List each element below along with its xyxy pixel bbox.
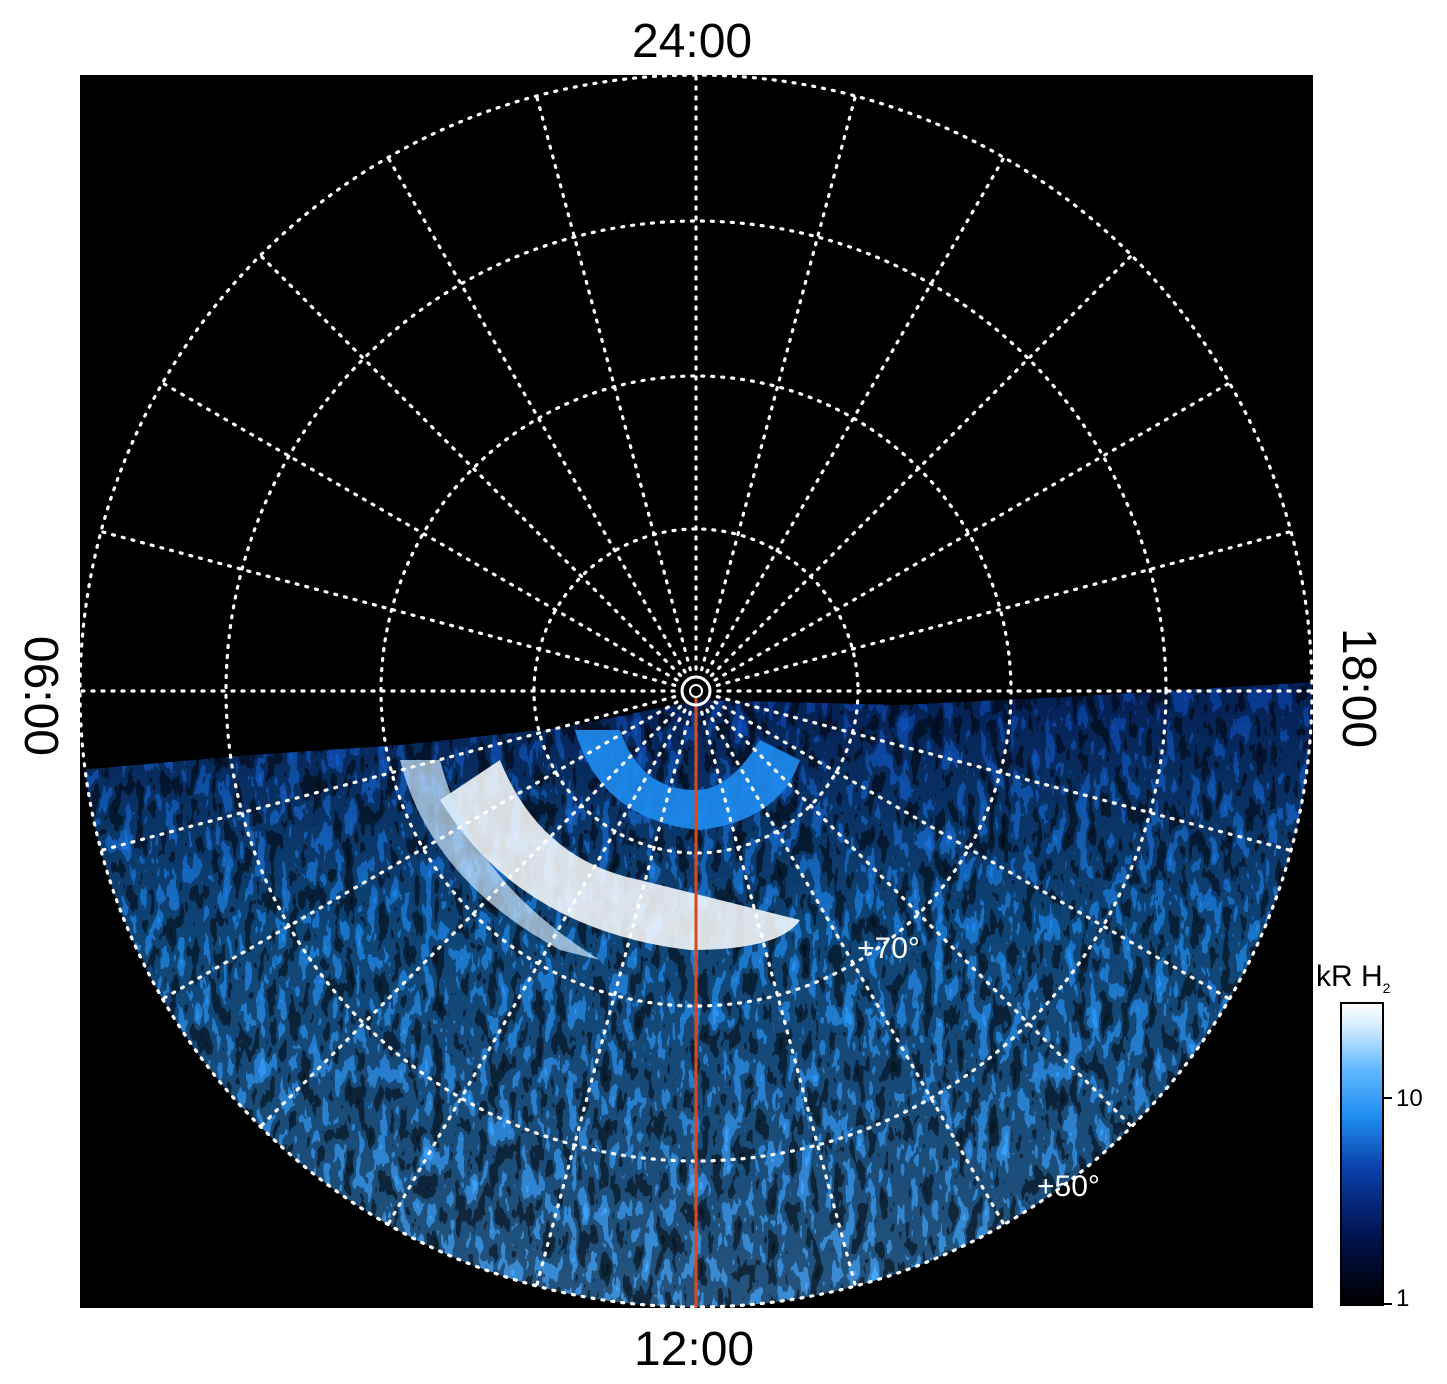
meridian-line bbox=[534, 710, 692, 1288]
local-time-label-noon: 12:00 bbox=[634, 1323, 755, 1376]
meridian-line bbox=[713, 700, 1232, 1001]
meridian-line bbox=[258, 704, 683, 1129]
latitude-circle bbox=[78, 73, 1314, 1309]
meridian-line bbox=[705, 708, 1006, 1227]
meridian-line bbox=[99, 529, 677, 687]
local-time-label-dusk: 18:00 bbox=[1332, 628, 1385, 749]
colorbar bbox=[1340, 1002, 1384, 1306]
meridian-line bbox=[386, 155, 687, 674]
latitude-circle bbox=[224, 219, 1168, 1163]
colorbar-title: kR H2 bbox=[1316, 960, 1391, 996]
colorbar-tick-label-1: 1 bbox=[1396, 1285, 1410, 1312]
meridian-line bbox=[534, 94, 692, 672]
meridian-line bbox=[386, 708, 687, 1227]
meridian-line bbox=[715, 529, 1293, 687]
local-time-label-midnight: 24:00 bbox=[632, 15, 753, 68]
colorbar-tick-label-10: 10 bbox=[1396, 1085, 1423, 1112]
meridian-line bbox=[99, 695, 677, 853]
meridian-line bbox=[715, 695, 1293, 853]
meridian-line bbox=[709, 253, 1134, 678]
meridian-line bbox=[705, 155, 1006, 674]
colorbar-tick-10 bbox=[1384, 1097, 1392, 1099]
pole-dot bbox=[689, 684, 703, 698]
latitude-label-70: +70° bbox=[857, 932, 920, 965]
meridian-line bbox=[700, 710, 858, 1288]
local-time-label-dawn: 06:00 bbox=[14, 635, 67, 756]
meridian-line bbox=[713, 381, 1232, 682]
meridian-line bbox=[160, 381, 679, 682]
bright-aurora-arc bbox=[440, 760, 800, 950]
meridian-line bbox=[709, 704, 1134, 1129]
meridian-line bbox=[160, 700, 679, 1001]
meridian-line bbox=[700, 94, 858, 672]
pole-marker bbox=[680, 675, 712, 707]
lat-lon-graticule bbox=[78, 73, 1314, 1309]
meridian-line bbox=[258, 253, 683, 678]
latitude-label-50: +50° bbox=[1037, 1170, 1100, 1203]
colorbar-tick-1 bbox=[1384, 1303, 1392, 1305]
